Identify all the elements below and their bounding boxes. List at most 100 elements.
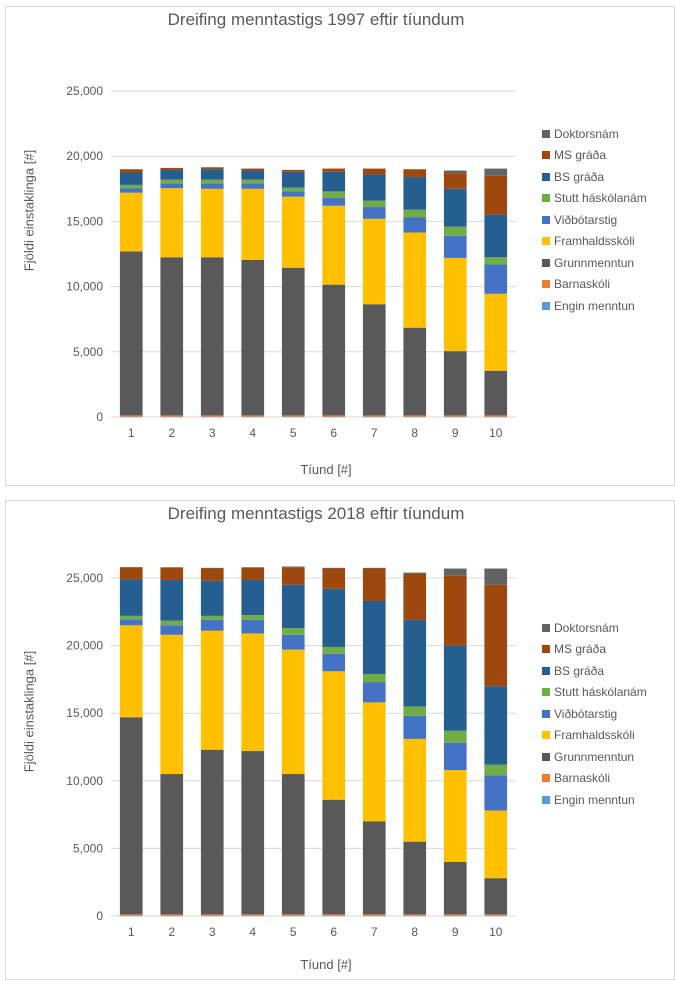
bar-segment bbox=[281, 416, 305, 418]
bar-segment bbox=[281, 566, 305, 568]
bar-segment bbox=[443, 742, 467, 770]
chart-plot-2018: 0 5,000 10,000 15,000 20,000 25,000 1 2 3 4 5 6 7 8 9 1… bbox=[66, 566, 516, 939]
bar-segment bbox=[160, 634, 184, 775]
bar-segment bbox=[281, 584, 305, 629]
legend-label: Barnaskóli bbox=[554, 771, 611, 786]
bar-segment bbox=[322, 588, 346, 647]
bar-segment bbox=[281, 169, 305, 172]
bar-segment bbox=[322, 799, 346, 915]
bar-segment bbox=[200, 183, 224, 189]
legend-item: MS gráða bbox=[542, 145, 647, 167]
legend-label: Grunnmenntun bbox=[554, 749, 635, 764]
bar-segment bbox=[403, 209, 427, 218]
bar-segment bbox=[403, 217, 427, 233]
bar-segment bbox=[403, 415, 427, 417]
bar-segment bbox=[281, 628, 305, 635]
bar-segment bbox=[119, 615, 143, 620]
x-tick-label: 8 bbox=[411, 426, 418, 440]
bar-segment bbox=[443, 415, 467, 417]
bar-segment bbox=[160, 179, 184, 184]
bar-segment bbox=[281, 649, 305, 775]
bar-segment bbox=[484, 914, 508, 916]
legend-label: Framhaldsskóli bbox=[554, 728, 635, 743]
chart-plot-1997: 0 5,000 10,000 15,000 20,000 25,000 1 2 3 4 5 6 7 8 9 1… bbox=[66, 84, 516, 440]
legend-label: BS gráða bbox=[554, 169, 605, 184]
legend-item: Doktorsnám bbox=[542, 617, 647, 639]
bar-segment bbox=[362, 914, 386, 916]
bar-segment bbox=[281, 187, 305, 192]
bar-segment bbox=[403, 841, 427, 915]
legend-swatch bbox=[542, 731, 550, 740]
bar-segment bbox=[200, 567, 224, 569]
bar-segment bbox=[119, 415, 143, 417]
bar-segment bbox=[362, 168, 386, 175]
bar-segment bbox=[119, 192, 143, 252]
bar-segment bbox=[241, 633, 265, 752]
legend-item: Grunnmenntun bbox=[542, 252, 647, 274]
bar-segment bbox=[322, 568, 346, 589]
x-tick-label: 5 bbox=[290, 426, 297, 440]
bar-segment bbox=[484, 764, 508, 776]
bar-segment bbox=[484, 568, 508, 585]
x-axis-label: Tíund [#] bbox=[300, 957, 352, 972]
bar-segment bbox=[119, 914, 143, 916]
bar-segment bbox=[281, 774, 305, 915]
x-tick-label: 4 bbox=[249, 925, 256, 939]
x-tick-label: 10 bbox=[489, 426, 503, 440]
legend-swatch bbox=[542, 280, 550, 289]
bar-segment bbox=[241, 567, 265, 568]
bar-segment bbox=[322, 171, 346, 192]
y-tick-label: 0 bbox=[96, 410, 103, 424]
bar-segment bbox=[484, 416, 508, 418]
bar-segment bbox=[200, 416, 224, 418]
bar-segment bbox=[160, 620, 184, 626]
bar-segment bbox=[160, 183, 184, 189]
bar-segment bbox=[200, 914, 224, 916]
legend-swatch bbox=[542, 237, 550, 246]
legend-swatch bbox=[542, 129, 550, 138]
bar-segment bbox=[403, 914, 427, 916]
y-tick-label: 25,000 bbox=[66, 571, 103, 585]
y-tick-label: 10,000 bbox=[66, 774, 103, 788]
y-tick-label: 15,000 bbox=[66, 214, 103, 228]
legend-item: BS gráða bbox=[542, 660, 647, 682]
bar-segment bbox=[241, 619, 265, 634]
bar-segment bbox=[241, 915, 265, 917]
x-tick-label: 6 bbox=[330, 426, 337, 440]
bar-segment bbox=[281, 191, 305, 197]
legend-label: Engin menntun bbox=[554, 298, 635, 313]
legend-item: Viðbótarstig bbox=[542, 209, 647, 231]
bar-segment bbox=[119, 172, 143, 185]
bar-segment bbox=[322, 168, 346, 172]
bar-segment bbox=[362, 568, 386, 601]
bar-segment bbox=[119, 915, 143, 917]
legend-label: Doktorsnám bbox=[554, 126, 619, 141]
legend-label: Stutt háskólanám bbox=[554, 685, 647, 700]
bar-segment bbox=[241, 168, 265, 171]
bar-segment bbox=[362, 207, 386, 219]
legend-label: Barnaskóli bbox=[554, 277, 611, 292]
bar-segment bbox=[119, 567, 143, 580]
bar-segment bbox=[119, 416, 143, 418]
bar-segment bbox=[200, 257, 224, 416]
legend-swatch bbox=[542, 645, 550, 654]
legend-swatch bbox=[542, 194, 550, 203]
bar-segment bbox=[160, 915, 184, 917]
bar-segment bbox=[362, 702, 386, 822]
bar-segment bbox=[322, 415, 346, 417]
legend-item: Engin menntun bbox=[542, 295, 647, 317]
bar-segment bbox=[241, 179, 265, 184]
bar-segment bbox=[484, 878, 508, 915]
bar-segment bbox=[322, 191, 346, 198]
legend-label: Viðbótarstig bbox=[554, 706, 618, 721]
x-tick-label: 7 bbox=[371, 925, 378, 939]
legend-swatch bbox=[542, 151, 550, 160]
y-tick-label: 0 bbox=[96, 909, 103, 923]
bar-segment bbox=[281, 567, 305, 585]
legend-item: Framhaldsskóli bbox=[542, 231, 647, 253]
legend-item: Barnaskóli bbox=[542, 274, 647, 296]
bar-segment bbox=[200, 167, 224, 170]
bar-segment bbox=[484, 214, 508, 258]
legend-item: Grunnmenntun bbox=[542, 746, 647, 768]
bar-segment bbox=[241, 416, 265, 418]
